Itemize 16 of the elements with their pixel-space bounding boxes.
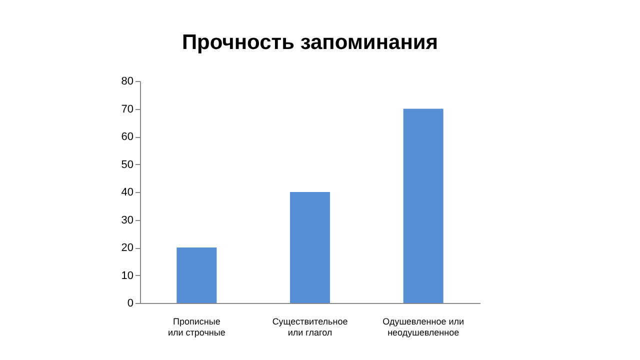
y-tick-label: 40: [121, 186, 134, 198]
x-tick-label: Прописные или строчные: [168, 316, 226, 338]
x-tick-label: Одушевленное или неодушевленное: [382, 316, 464, 338]
y-tick-label: 80: [121, 76, 134, 88]
y-tick-label: 60: [121, 131, 134, 143]
bar: [290, 192, 330, 303]
y-tick-label: 20: [121, 242, 134, 254]
chart-title: Прочность запоминания: [182, 31, 438, 54]
y-tick-label: 0: [127, 298, 134, 310]
y-tick-label: 10: [121, 270, 134, 282]
x-tick-label: Существительное или глагол: [272, 316, 348, 338]
bar: [403, 108, 444, 303]
y-tick-label: 70: [121, 103, 134, 116]
y-tick-label: 30: [121, 214, 134, 226]
y-tick-label: 50: [121, 158, 134, 171]
bar: [176, 248, 217, 303]
